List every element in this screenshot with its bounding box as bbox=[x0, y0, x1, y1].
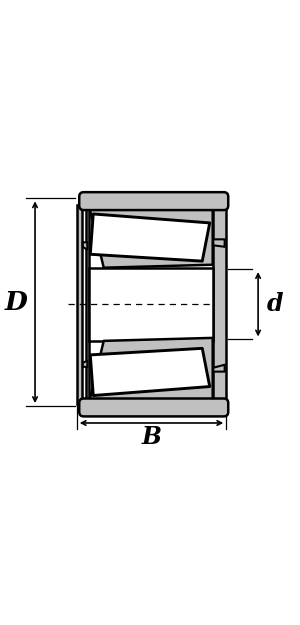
Polygon shape bbox=[86, 205, 89, 404]
Polygon shape bbox=[213, 365, 225, 372]
Polygon shape bbox=[90, 348, 210, 396]
Polygon shape bbox=[83, 242, 87, 250]
FancyBboxPatch shape bbox=[79, 399, 228, 416]
Polygon shape bbox=[90, 214, 210, 261]
Polygon shape bbox=[77, 205, 82, 404]
Polygon shape bbox=[84, 199, 217, 205]
FancyBboxPatch shape bbox=[79, 192, 228, 210]
Text: d: d bbox=[267, 292, 284, 316]
Text: D: D bbox=[5, 290, 28, 315]
Polygon shape bbox=[89, 268, 213, 341]
Polygon shape bbox=[89, 338, 213, 404]
Polygon shape bbox=[213, 239, 225, 247]
Polygon shape bbox=[89, 205, 213, 268]
Polygon shape bbox=[83, 361, 87, 367]
Polygon shape bbox=[213, 205, 226, 404]
Text: B: B bbox=[142, 426, 161, 449]
